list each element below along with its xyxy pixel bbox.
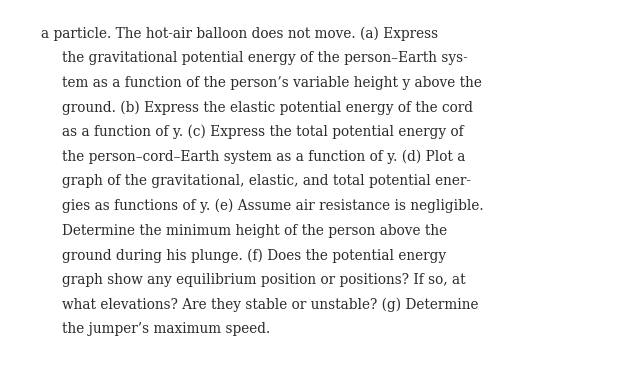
Text: graph of the gravitational, elastic, and total potential ener-: graph of the gravitational, elastic, and… xyxy=(62,174,470,188)
Text: gies as functions of y. (e) Assume air resistance is negligible.: gies as functions of y. (e) Assume air r… xyxy=(62,199,483,213)
Text: the jumper’s maximum speed.: the jumper’s maximum speed. xyxy=(62,322,270,336)
Text: graph show any equilibrium position or positions? If so, at: graph show any equilibrium position or p… xyxy=(62,273,465,287)
Text: what elevations? Are they stable or unstable? (g) Determine: what elevations? Are they stable or unst… xyxy=(62,298,478,312)
Text: ground during his plunge. (f) Does the potential energy: ground during his plunge. (f) Does the p… xyxy=(62,248,446,263)
Text: a particle. The hot-air balloon does not move. (a) Express: a particle. The hot-air balloon does not… xyxy=(41,27,438,41)
Text: Determine the minimum height of the person above the: Determine the minimum height of the pers… xyxy=(62,224,447,238)
Text: the gravitational potential energy of the person–Earth sys-: the gravitational potential energy of th… xyxy=(62,51,467,65)
Text: as a function of y. (c) Express the total potential energy of: as a function of y. (c) Express the tota… xyxy=(62,125,464,139)
Text: the person–cord–Earth system as a function of y. (d) Plot a: the person–cord–Earth system as a functi… xyxy=(62,150,465,164)
Text: tem as a function of the person’s variable height y above the: tem as a function of the person’s variab… xyxy=(62,76,482,90)
Text: ground. (b) Express the elastic potential energy of the cord: ground. (b) Express the elastic potentia… xyxy=(62,100,472,115)
